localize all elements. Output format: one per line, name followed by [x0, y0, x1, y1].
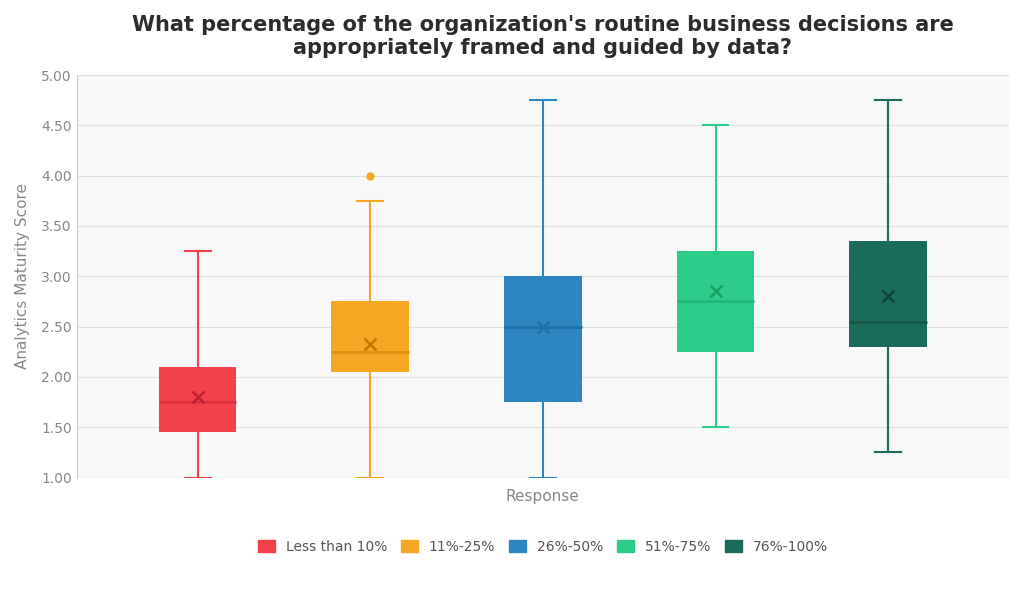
Y-axis label: Analytics Maturity Score: Analytics Maturity Score — [15, 183, 30, 370]
Bar — [677, 251, 755, 352]
Title: What percentage of the organization's routine business decisions are
appropriate: What percentage of the organization's ro… — [132, 15, 953, 58]
Bar — [332, 301, 409, 372]
Bar — [159, 367, 237, 432]
X-axis label: Response: Response — [506, 489, 580, 504]
Bar — [849, 241, 927, 347]
Legend: Less than 10%, 11%-25%, 26%-50%, 51%-75%, 76%-100%: Less than 10%, 11%-25%, 26%-50%, 51%-75%… — [251, 533, 835, 561]
Bar — [504, 276, 582, 402]
